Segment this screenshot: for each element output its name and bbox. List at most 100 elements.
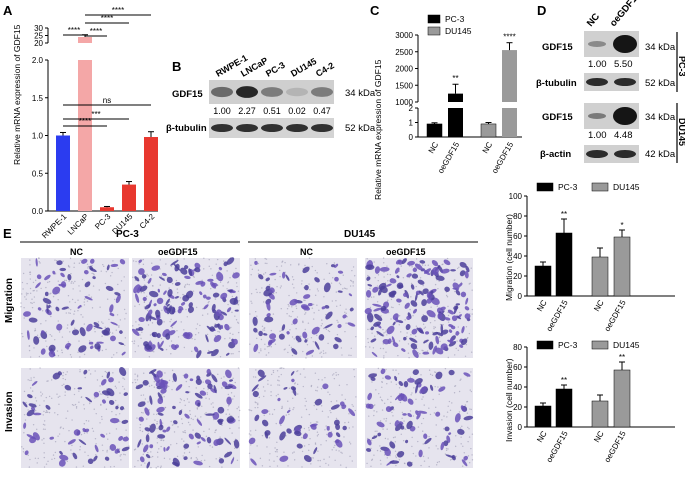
chart-e-invasion-xtick-label: oeGDF15: [603, 429, 628, 464]
micrograph-pore: [238, 350, 240, 353]
micrograph-pore: [291, 452, 294, 454]
micrograph-cell: [458, 282, 463, 287]
micrograph-cell: [77, 387, 83, 390]
micrograph-pore: [80, 314, 82, 316]
micrograph-pore: [457, 349, 459, 351]
micrograph-cell: [278, 333, 285, 340]
micrograph-pore: [203, 459, 206, 462]
micrograph-pore: [438, 393, 440, 396]
micrograph-pore: [201, 454, 203, 457]
micrograph-cell: [406, 461, 413, 467]
micrograph-pore: [64, 279, 66, 282]
micrograph-pore: [342, 274, 344, 276]
micrograph-pore: [44, 428, 46, 431]
micrograph-pore: [74, 327, 76, 329]
micrograph-cell: [461, 338, 468, 346]
chart-e-invasion-sig-label: **: [561, 376, 567, 385]
micrograph-cell: [283, 387, 288, 390]
micrograph-pore: [111, 410, 113, 413]
micrograph-pore: [150, 274, 153, 276]
micrograph-pore: [470, 371, 472, 373]
micrograph-pore: [177, 292, 179, 294]
micrograph-cell: [318, 334, 325, 341]
micrograph-pore: [234, 381, 236, 384]
micrograph-pore: [348, 413, 350, 415]
micrograph-pore: [439, 323, 442, 326]
micrograph-pore: [195, 328, 198, 330]
micrograph-pore: [390, 298, 393, 301]
micrograph-pore: [272, 292, 275, 295]
micrograph-pore: [335, 300, 337, 302]
micrograph-pore: [141, 443, 144, 445]
micrograph-pore: [256, 315, 258, 317]
micrograph-pore: [120, 453, 122, 456]
micrograph-pore: [70, 356, 73, 358]
micrograph-pore: [387, 438, 389, 440]
micrograph-pore: [335, 400, 338, 402]
micrograph-pore: [227, 409, 229, 411]
micrograph-pore: [209, 444, 211, 447]
chart-a-ylabel: Relative mRNA expression of GDF15: [12, 24, 22, 165]
micrograph-pore: [83, 298, 86, 300]
micrograph-pore: [226, 270, 228, 272]
micrograph-pore: [311, 355, 314, 357]
micrograph-pore: [433, 412, 436, 414]
micrograph-pore: [62, 377, 64, 380]
micrograph-pore: [33, 296, 36, 298]
micrograph-pore: [158, 448, 160, 450]
micrograph-pore: [331, 300, 334, 302]
micrograph-pore: [319, 352, 321, 355]
micrograph-pore: [73, 313, 75, 315]
micrograph-pore: [38, 261, 40, 263]
micrograph-pore: [147, 451, 149, 454]
micrograph-pore: [22, 288, 24, 290]
micrograph-cell: [227, 289, 234, 293]
micrograph-cell: [138, 317, 145, 323]
micrograph-cell: [291, 378, 295, 383]
micrograph-pore: [445, 294, 448, 297]
micrograph-pore: [34, 409, 37, 412]
micrograph-pore: [23, 432, 25, 434]
panel-e-row-migration: Migration: [4, 278, 15, 323]
micrograph-pore: [57, 280, 59, 282]
micrograph-pore: [145, 295, 148, 298]
micrograph-cell: [86, 323, 93, 332]
micrograph-pore: [321, 323, 323, 325]
micrograph-pore: [175, 442, 178, 445]
blot-b-quant-value: 1.00: [213, 106, 231, 116]
micrograph-cell: [78, 439, 87, 445]
micrograph-pore: [29, 368, 31, 370]
micrograph-pore: [304, 313, 306, 315]
micrograph-pore: [381, 409, 384, 411]
micrograph-cell: [302, 433, 308, 440]
micrograph-pore: [250, 293, 253, 295]
micrograph-cell: [84, 281, 91, 288]
micrograph-cell: [73, 429, 81, 436]
micrograph-pore: [23, 413, 26, 416]
micrograph-pore: [419, 352, 421, 355]
micrograph-pore: [82, 465, 85, 467]
micrograph-pore: [338, 282, 341, 284]
micrograph-pore: [309, 288, 311, 291]
micrograph-pore: [139, 426, 141, 429]
micrograph-pore: [212, 402, 214, 404]
micrograph-cell: [440, 441, 445, 451]
micrograph-pore: [200, 460, 203, 462]
micrograph-pore: [279, 269, 281, 272]
micrograph-cell: [451, 315, 458, 322]
micrograph-cell: [373, 321, 382, 327]
micrograph-cell: [459, 270, 466, 277]
micrograph-cell: [294, 430, 302, 437]
micrograph-cell: [214, 323, 220, 328]
micrograph-pore: [169, 320, 171, 323]
micrograph-pore: [255, 310, 257, 313]
micrograph-pore: [194, 415, 197, 417]
micrograph-pore: [134, 350, 136, 353]
micrograph-pore: [232, 353, 234, 355]
micrograph-pore: [386, 334, 388, 336]
micrograph-cell: [365, 448, 372, 452]
micrograph-cell: [35, 282, 41, 289]
blot-b-band-gdf15: [261, 87, 283, 97]
micrograph-cell: [137, 401, 146, 408]
micrograph-pore: [77, 310, 79, 312]
